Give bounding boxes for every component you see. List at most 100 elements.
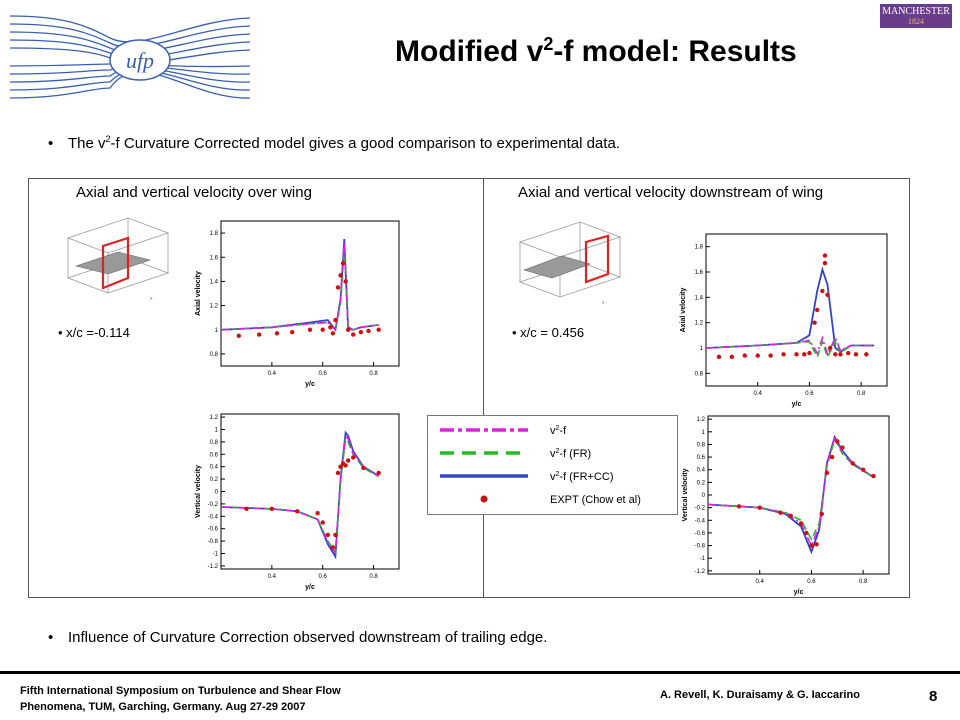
series-line-dashdot xyxy=(705,335,875,357)
x-tick-label: 0.6 xyxy=(805,391,814,397)
x-tick-label: 0.6 xyxy=(319,574,328,580)
expt-point xyxy=(330,331,336,336)
expt-point xyxy=(820,288,825,294)
y-tick-label: 1.2 xyxy=(695,321,704,327)
y-tick-label: 1.4 xyxy=(210,279,219,285)
y-tick-label: 0.2 xyxy=(210,477,219,483)
y-axis-label: Vertical velocity xyxy=(682,468,689,521)
y-axis-label: Vertical velocity xyxy=(195,465,202,518)
y-tick-label: 1.8 xyxy=(210,231,219,237)
expt-point xyxy=(814,542,819,547)
expt-point xyxy=(822,260,828,266)
footer-rule xyxy=(0,671,960,674)
x-axis-label: y/c xyxy=(794,589,804,596)
series-line-dashdot xyxy=(220,242,379,332)
series-line-dashdot xyxy=(707,436,874,548)
legend-swatches: v2-f v2-f (FR) v2-f (FR+CC) EXPT (Chow et a… xyxy=(440,425,641,506)
expt-point xyxy=(788,513,793,519)
expt-point xyxy=(358,329,364,335)
x-axis-label: y/c xyxy=(305,381,315,388)
location-label-left: • x/c =-0.114 xyxy=(58,325,130,340)
expt-point xyxy=(236,333,241,338)
footer-conference: Fifth International Symposium on Turbule… xyxy=(20,685,341,713)
y-tick-label: 0 xyxy=(702,493,706,499)
expt-point xyxy=(343,463,348,468)
expt-point xyxy=(333,532,338,538)
expt-point xyxy=(755,353,760,358)
expt-point xyxy=(366,328,371,334)
y-tick-label: -1 xyxy=(700,556,706,562)
expt-point xyxy=(781,352,786,357)
y-tick-label: 0.8 xyxy=(210,440,219,446)
expt-point xyxy=(338,273,343,278)
expt-point xyxy=(835,439,840,444)
x-tick-label: 0.4 xyxy=(754,391,763,397)
y-tick-label: -0.6 xyxy=(208,527,219,533)
y-tick-label: 1 xyxy=(215,328,219,334)
expt-point xyxy=(822,253,828,258)
expt-point xyxy=(315,511,320,516)
svg-text:x ·: x · xyxy=(602,300,608,306)
y-axis-label: Axial velocity xyxy=(680,288,687,333)
expt-point xyxy=(376,327,381,332)
ufp-logo: ufp xyxy=(10,15,250,99)
chart-axial-left: 0.4 0.6 0.8 0.8 1 1.2 1.4 1.6 1.8 y/c Axial veloci… xyxy=(195,220,400,388)
plot-frame xyxy=(220,220,400,367)
y-tick-label: 0.8 xyxy=(695,371,704,377)
chart-vertical-left: 0.4 0.6 0.8 -1.2 -1 -0.8 -0.6 -0.4 -0.2 0 0.2 0.4 0.… xyxy=(195,413,400,591)
plot-frame xyxy=(707,415,890,575)
expt-point xyxy=(351,332,356,337)
y-tick-label: 1.2 xyxy=(210,304,219,310)
series-line-dash xyxy=(707,437,874,541)
location-label-right: • x/c = 0.456 xyxy=(512,325,585,340)
legend: v2-f v2-f (FR) v2-f (FR+CC) EXPT (Chow et a… xyxy=(427,415,678,515)
y-tick-label: -0.8 xyxy=(695,544,706,550)
svg-text:x ·: x · xyxy=(150,296,156,302)
y-tick-label: -1.2 xyxy=(208,564,219,570)
expt-point xyxy=(807,350,812,356)
y-tick-label: 1.8 xyxy=(695,245,704,251)
y-axis-label: Axial velocity xyxy=(195,271,202,316)
expt-point xyxy=(340,261,346,266)
expt-point xyxy=(838,352,843,357)
expt-point xyxy=(345,458,351,463)
bullet-dot: • xyxy=(512,325,521,340)
results-panel xyxy=(28,178,910,598)
series-line-dash xyxy=(705,339,875,359)
y-tick-label: -0.2 xyxy=(208,502,219,508)
y-tick-label: 1.4 xyxy=(695,295,704,301)
expt-point xyxy=(829,454,835,460)
plot-frame xyxy=(705,233,888,387)
expt-point xyxy=(736,504,742,509)
y-tick-label: 1.2 xyxy=(210,415,219,421)
x-tick-label: 0.4 xyxy=(268,371,277,377)
wing-schematic-left: x · xyxy=(66,217,170,302)
y-tick-label: -0.2 xyxy=(695,506,706,512)
expt-point xyxy=(812,320,817,325)
panel-divider xyxy=(483,178,484,598)
expt-point xyxy=(814,307,820,313)
x-tick-label: 0.8 xyxy=(369,574,378,580)
expt-point xyxy=(778,510,783,515)
panel-title-downstream: Axial and vertical velocity downstream o… xyxy=(518,184,824,201)
expt-point xyxy=(716,354,722,360)
logo-name: MANCHESTER xyxy=(882,6,950,17)
x-axis-label: y/c xyxy=(305,584,315,591)
y-tick-label: 0.2 xyxy=(697,480,706,486)
expt-point xyxy=(320,520,325,525)
expt-point xyxy=(768,353,773,358)
expt-point xyxy=(860,467,866,472)
logo-text: ufp xyxy=(126,48,154,73)
series-line-dashdot xyxy=(220,433,380,556)
y-tick-label: 1.6 xyxy=(695,270,704,276)
y-tick-label: 0 xyxy=(215,490,219,496)
y-tick-label: -0.6 xyxy=(695,531,706,537)
bullet-curvature-comparison: • The v2-f Curvature Corrected model give… xyxy=(48,134,620,152)
legend-label: EXPT (Chow et al) xyxy=(550,494,641,506)
y-tick-label: 0.4 xyxy=(697,468,706,474)
expt-point xyxy=(345,327,351,332)
bullet-curvature-influence: • Influence of Curvature Correction obser… xyxy=(48,629,548,646)
expt-point xyxy=(804,530,809,536)
x-tick-label: 0.8 xyxy=(369,371,378,377)
expt-point xyxy=(742,353,747,358)
